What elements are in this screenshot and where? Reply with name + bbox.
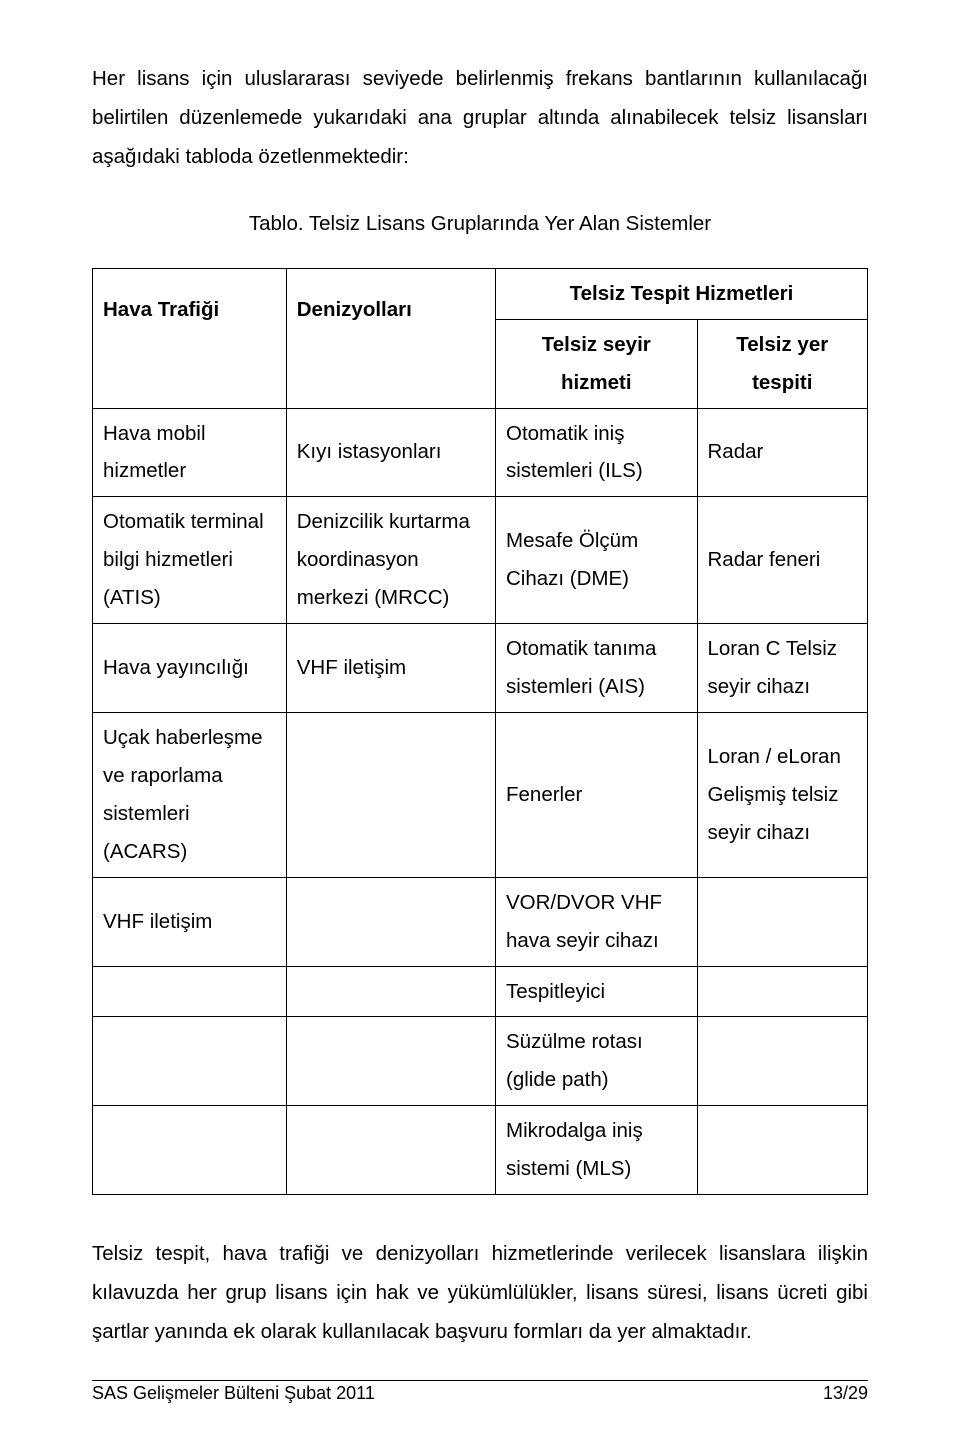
cell: Mikrodalga iniş sistemi (MLS) xyxy=(496,1106,698,1195)
footer-row: SAS Gelişmeler Bülteni Şubat 2011 13/29 xyxy=(92,1383,868,1405)
cell: Hava mobil hizmetler xyxy=(93,408,287,497)
table-row: Uçak haberleşme ve raporlama sistemleri … xyxy=(93,712,868,877)
cell: Otomatik tanıma sistemleri (AIS) xyxy=(496,624,698,713)
cell: Tespitleyici xyxy=(496,966,698,1017)
cell xyxy=(286,1106,495,1195)
cell xyxy=(93,1017,287,1106)
table-row: Süzülme rotası (glide path) xyxy=(93,1017,868,1106)
cell xyxy=(697,1017,868,1106)
header-col3a: Telsiz seyir hizmeti xyxy=(496,319,698,408)
cell xyxy=(697,1106,868,1195)
cell: Loran / eLoran Gelişmiş telsiz seyir cih… xyxy=(697,712,868,877)
header-col3b: Telsiz yer tespiti xyxy=(697,319,868,408)
cell xyxy=(286,877,495,966)
table-body: Hava mobil hizmetler Kıyı istasyonları O… xyxy=(93,408,868,1195)
cell xyxy=(697,877,868,966)
header-col3-group: Telsiz Tespit Hizmetleri xyxy=(496,268,868,319)
table-row: VHF iletişim VOR/DVOR VHF hava seyir cih… xyxy=(93,877,868,966)
cell: Fenerler xyxy=(496,712,698,877)
cell xyxy=(286,1017,495,1106)
page-footer: SAS Gelişmeler Bülteni Şubat 2011 13/29 xyxy=(92,1380,868,1405)
table-row: Hava mobil hizmetler Kıyı istasyonları O… xyxy=(93,408,868,497)
cell: Kıyı istasyonları xyxy=(286,408,495,497)
cell xyxy=(286,966,495,1017)
cell: Otomatik terminal bilgi hizmetleri (ATIS… xyxy=(93,497,287,624)
cell: VHF iletişim xyxy=(93,877,287,966)
cell: Radar feneri xyxy=(697,497,868,624)
table-row: Otomatik terminal bilgi hizmetleri (ATIS… xyxy=(93,497,868,624)
outro-paragraph: Telsiz tespit, hava trafiği ve denizyoll… xyxy=(92,1235,868,1352)
table-caption: Tablo. Telsiz Lisans Gruplarında Yer Ala… xyxy=(92,205,868,244)
table-row: Hava yayıncılığı VHF iletişim Otomatik t… xyxy=(93,624,868,713)
cell: VOR/DVOR VHF hava seyir cihazı xyxy=(496,877,698,966)
footer-right: 13/29 xyxy=(823,1383,868,1405)
table-header-row-1: Hava Trafiği Denizyolları Telsiz Tespit … xyxy=(93,268,868,319)
cell xyxy=(697,966,868,1017)
systems-table: Hava Trafiği Denizyolları Telsiz Tespit … xyxy=(92,268,868,1195)
cell: Uçak haberleşme ve raporlama sistemleri … xyxy=(93,712,287,877)
page: Her lisans için uluslararası seviyede be… xyxy=(0,0,960,1445)
cell xyxy=(93,1106,287,1195)
cell: Radar xyxy=(697,408,868,497)
cell: Mesafe Ölçüm Cihazı (DME) xyxy=(496,497,698,624)
cell: Süzülme rotası (glide path) xyxy=(496,1017,698,1106)
cell xyxy=(286,712,495,877)
intro-paragraph: Her lisans için uluslararası seviyede be… xyxy=(92,60,868,177)
cell xyxy=(93,966,287,1017)
footer-divider xyxy=(92,1380,868,1381)
cell: VHF iletişim xyxy=(286,624,495,713)
cell: Otomatik iniş sistemleri (ILS) xyxy=(496,408,698,497)
header-col1: Hava Trafiği xyxy=(93,268,287,408)
footer-left: SAS Gelişmeler Bülteni Şubat 2011 xyxy=(92,1383,375,1405)
table-row: Mikrodalga iniş sistemi (MLS) xyxy=(93,1106,868,1195)
cell: Hava yayıncılığı xyxy=(93,624,287,713)
table-row: Tespitleyici xyxy=(93,966,868,1017)
cell: Denizcilik kurtarma koordinasyon merkezi… xyxy=(286,497,495,624)
cell: Loran C Telsiz seyir cihazı xyxy=(697,624,868,713)
header-col2: Denizyolları xyxy=(286,268,495,408)
